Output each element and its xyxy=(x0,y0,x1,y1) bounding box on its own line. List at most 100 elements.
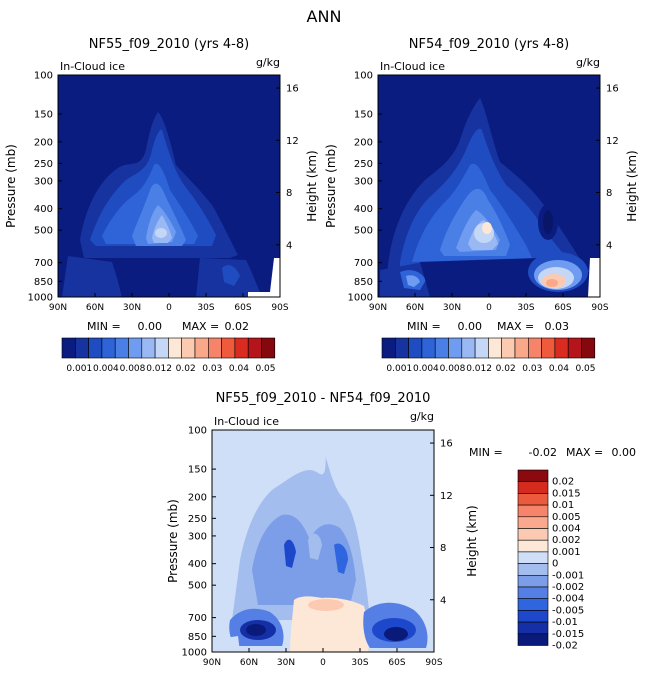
colorbar-swatch xyxy=(208,337,222,359)
y-tick-label: 1000 xyxy=(28,293,53,304)
colorbar-swatch xyxy=(394,337,409,359)
y-tick-label: 400 xyxy=(354,204,373,215)
colorbar-label: -0.02 xyxy=(552,641,578,652)
y-tick-label: 400 xyxy=(188,559,207,570)
x-tick-label: 0 xyxy=(486,303,492,313)
colorbar-label: 0.001 xyxy=(552,547,581,558)
colorbar-label: 0.03 xyxy=(522,364,542,374)
colorbar: 0.020.0150.010.0050.0040.0020.0010-0.001… xyxy=(517,469,584,652)
x-tick-label: 60S xyxy=(388,658,405,668)
colorbar-swatch xyxy=(448,337,463,359)
colorbar-swatch xyxy=(517,551,549,564)
colorbar-label: 0 xyxy=(552,559,558,570)
y-tick-label: 500 xyxy=(188,581,207,592)
y-tick-label: 150 xyxy=(354,110,373,121)
colorbar-label: -0.001 xyxy=(552,570,584,581)
colorbar: 0.001 0.004 0.008 0.012 0.02 0.03 0.04 0.05 xyxy=(61,337,276,374)
colorbar-swatch xyxy=(434,337,449,359)
x-tick-label: 60N xyxy=(240,658,258,668)
colorbar-label: 0.008 xyxy=(120,364,146,374)
y-tick-label: 200 xyxy=(188,492,207,503)
colorbar-label: 0.002 xyxy=(552,535,581,546)
colorbar-swatch xyxy=(517,621,549,635)
colorbar-swatch xyxy=(141,337,156,359)
x-tick-label: 0 xyxy=(166,303,172,313)
x-tick-label: 30S xyxy=(197,303,214,313)
y-tick-label: 500 xyxy=(34,226,53,237)
colorbar-label: -0.004 xyxy=(552,594,584,605)
y-tick-label: 1000 xyxy=(182,648,207,659)
colorbar-label: 0.02 xyxy=(552,477,574,488)
panel-nf55: NF55_f09_2010 (yrs 4-8) In-Cloud ice g/k… xyxy=(4,37,319,374)
colorbar-swatch xyxy=(381,337,396,359)
panel-nf54: NF54_f09_2010 (yrs 4-8) In-Cloud ice g/k… xyxy=(324,37,639,374)
y-tick-label: 150 xyxy=(188,465,207,476)
colorbar-swatch xyxy=(261,337,276,359)
x-tick-label: 90N xyxy=(369,303,387,313)
colorbar-swatch xyxy=(517,563,549,576)
y2-tick-label: 4 xyxy=(440,595,446,606)
colorbar-label: -0.01 xyxy=(552,617,578,628)
colorbar-label: 0.012 xyxy=(466,364,492,374)
y2-tick-label: 12 xyxy=(440,491,453,502)
y2-tick-label: 12 xyxy=(286,136,299,147)
colorbar-swatch xyxy=(517,633,549,646)
y-tick-label: 300 xyxy=(354,176,373,187)
colorbar-swatch xyxy=(517,481,549,494)
colorbar-swatch xyxy=(541,337,556,359)
min-value: 0.00 xyxy=(138,320,163,333)
colorbar-swatch xyxy=(247,337,262,359)
colorbar-swatch xyxy=(154,337,169,359)
y2-tick-label: 8 xyxy=(286,188,292,199)
y-tick-label: 850 xyxy=(188,632,207,643)
y-axis-title: Pressure (mb) xyxy=(4,144,18,228)
max-value: 0.03 xyxy=(545,320,570,333)
y2-axis-title: Height (km) xyxy=(305,150,319,221)
units-label: g/kg xyxy=(256,56,280,69)
y2-tick-label: 4 xyxy=(606,240,612,251)
colorbar-swatch xyxy=(88,337,103,359)
y2-tick-label: 16 xyxy=(606,84,619,95)
colorbar-label: 0.001 xyxy=(386,364,412,374)
panel-subtitle: In-Cloud ice xyxy=(214,415,279,428)
y-tick-label: 200 xyxy=(354,137,373,148)
colorbar-swatch xyxy=(181,337,196,359)
colorbar-swatch xyxy=(517,504,549,518)
x-tick-label: 90S xyxy=(591,303,608,313)
colorbar-swatch xyxy=(461,337,476,359)
y-tick-label: 250 xyxy=(34,159,53,170)
colorbar-swatch xyxy=(517,493,549,506)
colorbar-label: 0.004 xyxy=(413,364,439,374)
y2-tick-label: 8 xyxy=(606,188,612,199)
colorbar-label: 0.02 xyxy=(176,364,196,374)
x-tick-label: 30N xyxy=(443,303,461,313)
colorbar-label: 0.01 xyxy=(552,500,574,511)
contour-field xyxy=(58,75,280,297)
panel-subtitle: In-Cloud ice xyxy=(60,60,125,73)
y2-tick-label: 8 xyxy=(440,543,446,554)
colorbar-swatch xyxy=(517,528,549,541)
colorbar-swatch xyxy=(517,469,549,482)
x-tick-label: 30N xyxy=(277,658,295,668)
x-tick-label: 90N xyxy=(203,658,221,668)
colorbar-swatch xyxy=(421,337,436,359)
colorbar-swatch xyxy=(168,337,182,359)
colorbar-swatch xyxy=(554,337,569,359)
min-label: MIN = xyxy=(469,446,503,459)
panel-title: NF55_f09_2010 - NF54_f09_2010 xyxy=(216,391,431,406)
y-tick-label: 250 xyxy=(188,514,207,525)
colorbar-swatch xyxy=(408,337,423,359)
colorbar-swatch xyxy=(474,337,489,359)
colorbar-label: 0.02 xyxy=(496,364,516,374)
units-label: g/kg xyxy=(576,56,600,69)
contour-field xyxy=(378,75,600,297)
y-tick-label: 100 xyxy=(34,71,53,82)
colorbar-swatch xyxy=(527,337,542,359)
contour-field xyxy=(212,430,434,652)
max-label: MAX = xyxy=(566,446,603,459)
colorbar-swatch xyxy=(517,516,549,529)
y-tick-label: 100 xyxy=(188,426,207,437)
figure-title: ANN xyxy=(307,7,342,26)
colorbar: 0.001 0.004 0.008 0.012 0.02 0.03 0.04 0.05 xyxy=(381,337,596,374)
